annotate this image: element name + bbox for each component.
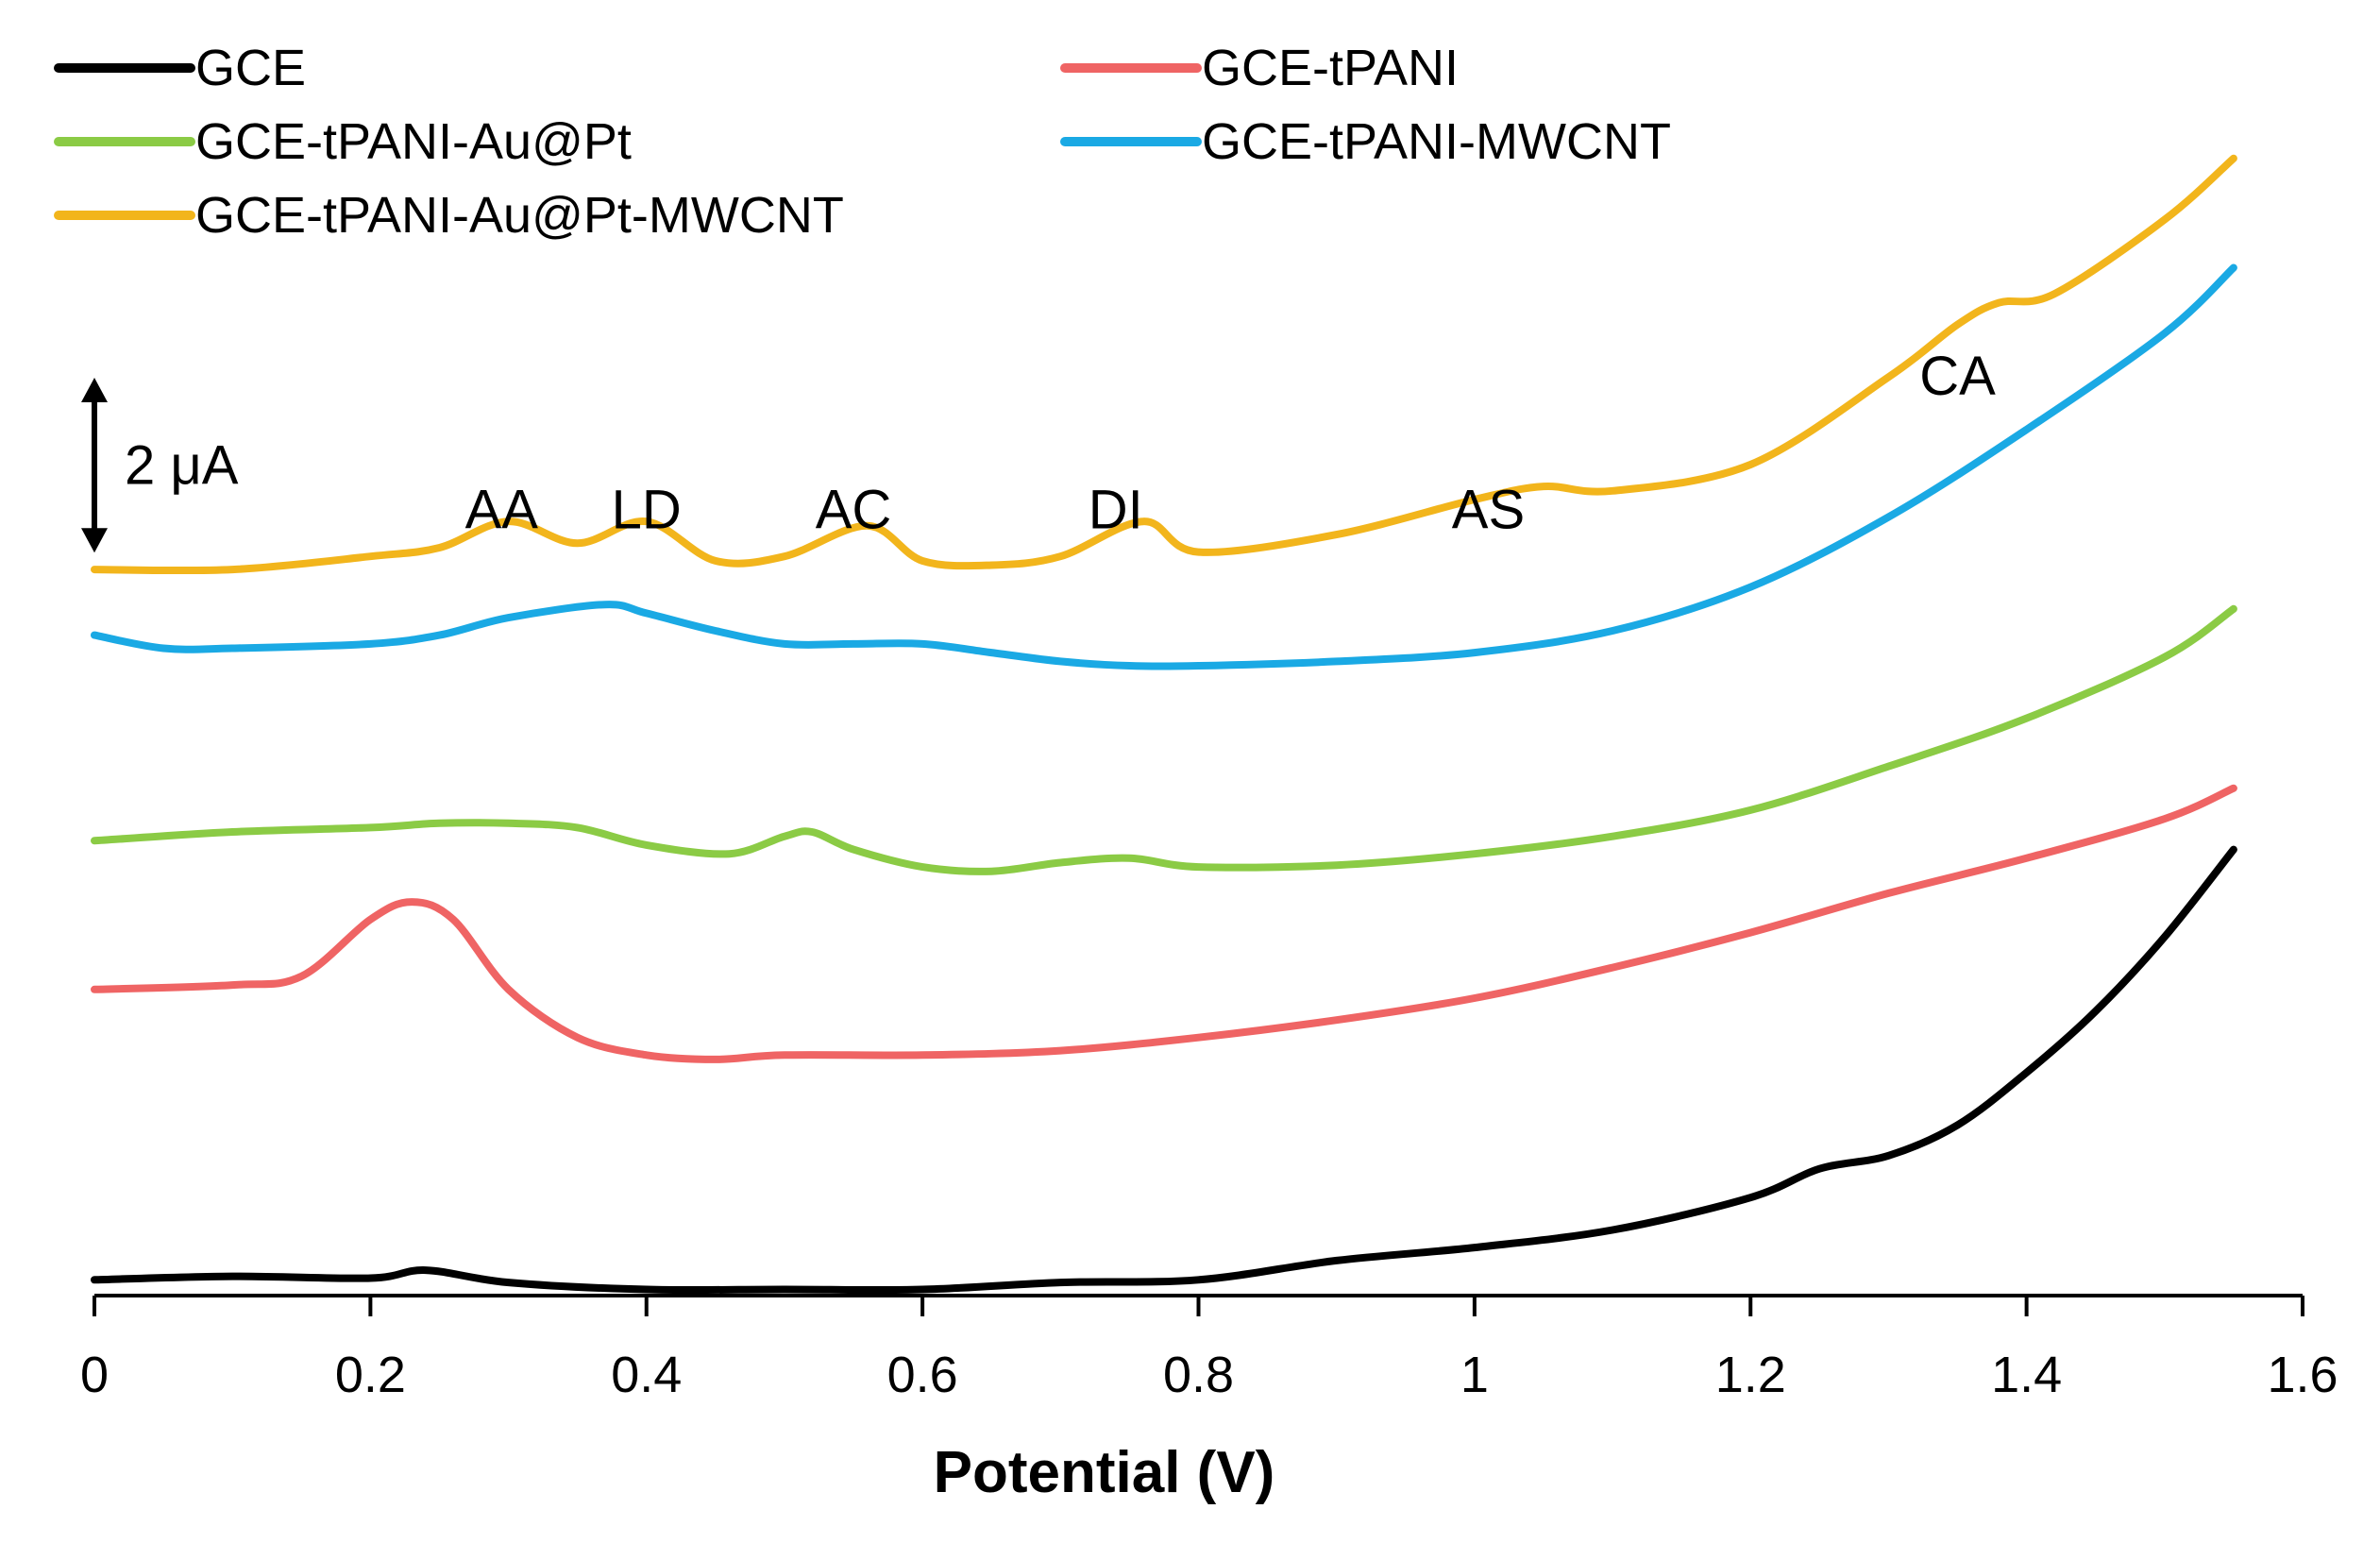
x-tick-label-5: 1 (1460, 1347, 1489, 1403)
series-line-gce-tpani-mwcnt (91, 263, 2237, 670)
annotation-as: AS (1452, 480, 1525, 541)
series-layer (91, 154, 2237, 1295)
legend: GCE GCE-tPANI GCE-tPANI-Au@Pt GCE-tPANI-MWC… (54, 40, 1671, 244)
x-tick-label-3: 0.6 (887, 1347, 958, 1403)
x-tick-label-0: 0 (80, 1347, 109, 1403)
annotation-ld: LD (612, 480, 682, 541)
x-tick-label-6: 1.2 (1715, 1347, 1786, 1403)
x-tick-label-2: 0.4 (611, 1347, 682, 1403)
legend-label-4: GCE-tPANI-Au@Pt-MWCNT (195, 187, 844, 244)
scale-bar-arrow-down (81, 528, 108, 553)
annotation-aa: AA (465, 480, 539, 541)
series-line-gce-tpani (91, 784, 2237, 1063)
legend-label-0: GCE (195, 40, 306, 96)
x-tick-label-4: 0.8 (1163, 1347, 1234, 1403)
annotation-ac: AC (816, 480, 892, 541)
peak-annotations: AA LD AC DI AS CA (465, 346, 1997, 541)
legend-label-1: GCE-tPANI (1202, 40, 1459, 96)
x-tick-label-8: 1.6 (2267, 1347, 2338, 1403)
legend-label-3: GCE-tPANI-MWCNT (1202, 113, 1671, 170)
scale-bar-label: 2 μA (125, 435, 239, 497)
series-line-gce (91, 845, 2237, 1295)
series-line-gce-tpani-au-pt (91, 604, 2237, 875)
legend-label-2: GCE-tPANI-Au@Pt (195, 113, 632, 170)
annotation-di: DI (1089, 480, 1143, 541)
x-tick-label-1: 0.2 (335, 1347, 406, 1403)
x-axis-label: Potential (V) (934, 1440, 1275, 1505)
x-axis: 0 0.2 0.4 0.6 0.8 1 1.2 1.4 1.6 (80, 1294, 2338, 1403)
scale-bar-arrow-up (81, 378, 108, 402)
series-line-gce-tpani-au-pt-mwcnt (91, 154, 2237, 575)
annotation-ca: CA (1919, 346, 1996, 407)
x-tick-label-7: 1.4 (1991, 1347, 2062, 1403)
scale-bar: 2 μA (81, 378, 239, 553)
